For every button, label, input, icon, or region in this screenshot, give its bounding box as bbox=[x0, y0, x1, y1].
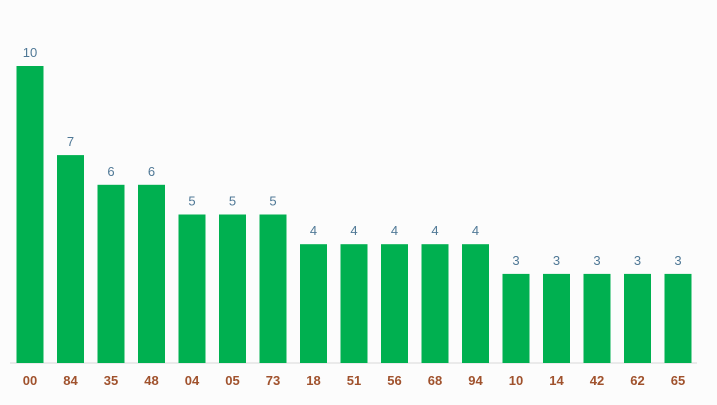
value-labels-group: 10 7 6 6 5 5 5 4 4 4 4 4 3 3 3 3 3 bbox=[23, 45, 682, 268]
value-label-51: 4 bbox=[350, 223, 357, 238]
value-label-10: 3 bbox=[512, 253, 519, 268]
bar-10 bbox=[502, 273, 530, 363]
value-label-18: 4 bbox=[310, 223, 317, 238]
value-label-35: 6 bbox=[107, 164, 114, 179]
value-label-62: 3 bbox=[634, 253, 641, 268]
bar-68 bbox=[421, 244, 449, 363]
value-label-65: 3 bbox=[674, 253, 681, 268]
x-tick-label-62: 62 bbox=[630, 373, 644, 388]
bar-14 bbox=[543, 273, 570, 363]
x-tick-label-94: 94 bbox=[468, 373, 483, 388]
value-label-00: 10 bbox=[23, 45, 37, 60]
bar-62 bbox=[624, 273, 651, 363]
x-tick-label-56: 56 bbox=[387, 373, 401, 388]
value-label-42: 3 bbox=[593, 253, 600, 268]
value-label-73: 5 bbox=[269, 194, 276, 209]
x-tick-label-35: 35 bbox=[104, 373, 118, 388]
x-tick-label-65: 65 bbox=[671, 373, 685, 388]
bar-94 bbox=[462, 244, 489, 363]
x-tick-label-10: 10 bbox=[509, 373, 523, 388]
bar-42 bbox=[583, 273, 611, 363]
bar-18 bbox=[300, 244, 327, 363]
x-tick-label-48: 48 bbox=[144, 373, 158, 388]
x-tick-label-42: 42 bbox=[590, 373, 604, 388]
bar-84 bbox=[57, 155, 84, 363]
bar-35 bbox=[97, 184, 125, 363]
bar-56 bbox=[381, 244, 408, 363]
bar-04 bbox=[178, 214, 206, 363]
value-label-84: 7 bbox=[67, 134, 74, 149]
bars-group bbox=[16, 66, 692, 363]
x-tick-label-18: 18 bbox=[306, 373, 320, 388]
x-tick-label-84: 84 bbox=[63, 373, 78, 388]
bar-05 bbox=[219, 214, 246, 363]
x-tick-label-73: 73 bbox=[266, 373, 280, 388]
value-label-48: 6 bbox=[148, 164, 155, 179]
bar-51 bbox=[340, 244, 368, 363]
x-tick-labels-group: 00 84 35 48 04 05 73 18 51 56 68 94 10 14 42 62 65 bbox=[23, 373, 685, 388]
value-label-68: 4 bbox=[431, 223, 438, 238]
x-tick-label-05: 05 bbox=[225, 373, 239, 388]
value-label-56: 4 bbox=[391, 223, 398, 238]
x-tick-label-04: 04 bbox=[185, 373, 200, 388]
value-label-04: 5 bbox=[188, 194, 195, 209]
x-tick-label-68: 68 bbox=[428, 373, 442, 388]
bar-65 bbox=[664, 273, 692, 363]
value-label-94: 4 bbox=[472, 223, 479, 238]
value-label-05: 5 bbox=[229, 194, 236, 209]
bar-48 bbox=[138, 184, 165, 363]
x-tick-label-51: 51 bbox=[347, 373, 361, 388]
x-tick-label-00: 00 bbox=[23, 373, 37, 388]
bar-00 bbox=[16, 66, 44, 363]
x-tick-label-14: 14 bbox=[549, 373, 564, 388]
value-label-14: 3 bbox=[553, 253, 560, 268]
bar-73 bbox=[259, 214, 287, 363]
